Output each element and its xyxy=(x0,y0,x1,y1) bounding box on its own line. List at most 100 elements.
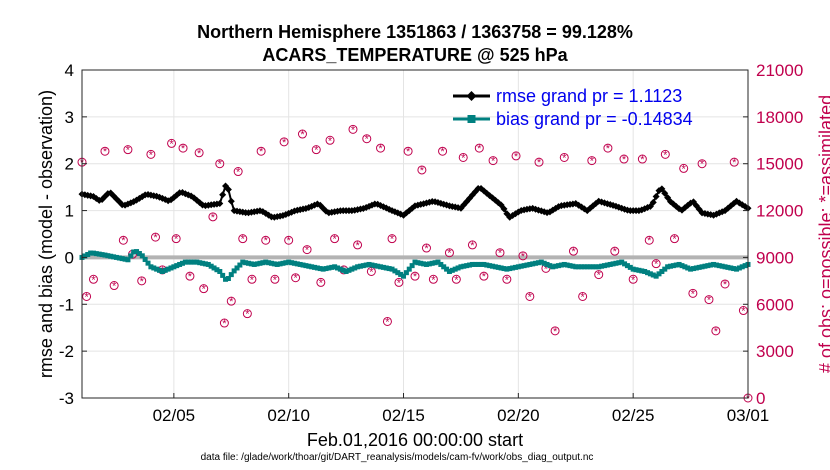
bias-point xyxy=(148,264,154,270)
bias-point xyxy=(297,261,303,267)
obs-possible-marker xyxy=(118,235,128,245)
obs-possible-marker xyxy=(171,234,181,244)
obs-possible-marker xyxy=(679,163,689,173)
rmse-point xyxy=(649,198,657,206)
rmse-point xyxy=(506,213,514,221)
obs-assimilated-marker: * xyxy=(273,274,278,286)
obs-assimilated-marker: * xyxy=(741,306,746,318)
obs-assimilated-marker: * xyxy=(197,148,202,160)
bias-point xyxy=(139,253,145,259)
obs-assimilated-marker: * xyxy=(424,243,429,255)
obs-possible-marker xyxy=(82,291,92,301)
bias-point xyxy=(260,260,266,266)
rmse-point xyxy=(130,198,138,206)
bias-point xyxy=(607,261,613,267)
bias-point xyxy=(731,266,737,272)
obs-assimilated-marker: * xyxy=(528,291,533,303)
bias-point xyxy=(472,261,478,267)
rmse-series xyxy=(78,182,752,221)
bias-point xyxy=(647,271,653,277)
obs-possible-marker xyxy=(348,124,358,134)
bias-point xyxy=(487,263,493,269)
obs-assimilated-marker: * xyxy=(126,145,131,157)
obs-possible-marker xyxy=(578,291,588,301)
legend-rmse-label: rmse grand pr = 1.1123 xyxy=(496,86,682,106)
bias-point xyxy=(642,268,648,274)
obs-assimilated-marker: * xyxy=(700,159,705,171)
bias-point xyxy=(346,267,352,273)
bias-point xyxy=(214,267,220,273)
bias-point xyxy=(696,264,702,270)
bias-point xyxy=(162,267,168,273)
obs-possible-marker xyxy=(534,157,544,167)
bias-point xyxy=(389,266,395,272)
bias-point xyxy=(452,266,458,272)
obs-assimilated-marker: * xyxy=(746,393,751,405)
obs-possible-marker xyxy=(88,274,98,284)
obs-assimilated-marker: * xyxy=(606,143,611,155)
bias-point xyxy=(271,261,277,267)
bias-point xyxy=(702,263,708,269)
bias-point xyxy=(533,260,539,266)
bias-point xyxy=(85,252,91,257)
bias-point xyxy=(736,265,742,271)
right-tick-label: 9000 xyxy=(756,248,794,267)
bias-point xyxy=(739,264,745,270)
obs-assimilated-marker: * xyxy=(264,235,269,247)
obs-assimilated-marker: * xyxy=(714,326,719,338)
bias-point xyxy=(688,266,694,272)
obs-assimilated-marker: * xyxy=(491,156,496,168)
bias-point xyxy=(200,260,206,266)
obs-possible-marker xyxy=(738,306,748,316)
data-file-footnote: data file: /glade/work/thoar/git/DART_re… xyxy=(201,452,594,463)
x-tick-label: 03/01 xyxy=(727,406,770,425)
bias-point xyxy=(449,267,455,273)
bias-point xyxy=(490,263,496,269)
bias-point xyxy=(570,263,576,269)
obs-possible-marker xyxy=(199,284,209,294)
obs-possible-marker xyxy=(559,152,569,162)
bias-point xyxy=(699,264,705,270)
bias-point xyxy=(544,261,550,267)
bias-point xyxy=(662,266,668,272)
bias-point xyxy=(467,262,473,268)
bias-point xyxy=(246,260,251,266)
obs-assimilated-marker: * xyxy=(482,271,487,283)
obs-assimilated-marker: * xyxy=(521,251,526,263)
bias-point xyxy=(111,254,117,260)
right-tick-label: 12000 xyxy=(756,202,803,221)
obs-assimilated-marker: * xyxy=(654,259,659,271)
obs-possible-marker xyxy=(167,138,177,148)
obs-assimilated-marker: * xyxy=(406,146,411,158)
bias-point xyxy=(168,265,174,271)
obs-possible-marker xyxy=(311,145,321,155)
obs-assimilated-marker: * xyxy=(149,149,154,161)
bias-point xyxy=(363,262,369,268)
obs-assimilated-marker: * xyxy=(236,167,241,179)
bias-point xyxy=(349,266,355,272)
bias-point xyxy=(535,260,541,266)
bias-point xyxy=(243,260,249,266)
obs-possible-marker xyxy=(109,281,119,291)
bias-point xyxy=(317,266,323,272)
bias-point xyxy=(722,264,728,270)
bias-point xyxy=(357,263,363,269)
obs-possible-marker xyxy=(428,274,438,284)
obs-assimilated-marker: * xyxy=(571,246,576,258)
bias-point xyxy=(392,268,398,274)
obs-assimilated-marker: * xyxy=(537,157,542,169)
obs-assimilated-marker: * xyxy=(631,274,636,286)
obs-possible-marker xyxy=(451,274,461,284)
obs-assimilated-marker: * xyxy=(732,157,737,169)
bias-point xyxy=(386,266,392,272)
bias-point xyxy=(197,260,203,266)
obs-assimilated-marker: * xyxy=(514,151,519,163)
bias-point xyxy=(128,253,134,259)
bias-point xyxy=(165,266,171,272)
bias-point xyxy=(88,250,94,256)
obs-possible-marker xyxy=(330,234,340,244)
obs-assimilated-marker: * xyxy=(440,146,445,158)
bias-point xyxy=(277,261,283,267)
bias-point xyxy=(613,260,619,266)
bias-point xyxy=(274,261,280,267)
